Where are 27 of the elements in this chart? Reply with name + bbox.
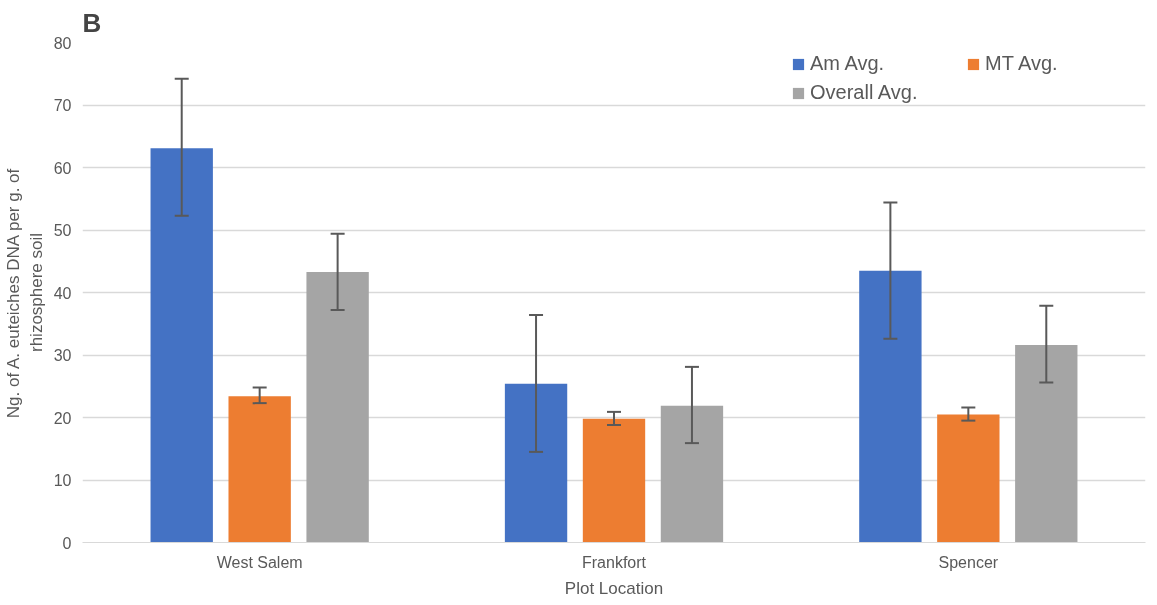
legend-label: MT Avg. bbox=[985, 52, 1059, 75]
bar bbox=[937, 414, 1000, 543]
y-tick-label: 60 bbox=[53, 159, 72, 177]
y-tick-label: 20 bbox=[53, 409, 72, 427]
x-axis-title: Plot Location bbox=[564, 578, 664, 598]
y-tick-label: 0 bbox=[62, 534, 72, 552]
bar bbox=[1015, 345, 1078, 543]
bar bbox=[504, 383, 568, 543]
x-tick-label: Frankfort bbox=[581, 553, 647, 571]
x-tick-label: Spencer bbox=[938, 553, 999, 571]
y-tick-label: 10 bbox=[53, 472, 72, 489]
y-tick-label: 50 bbox=[53, 222, 72, 239]
y-tick-label: 80 bbox=[53, 34, 72, 52]
bar bbox=[660, 405, 724, 543]
x-tick-label: West Salem bbox=[216, 553, 303, 571]
bar bbox=[859, 270, 922, 543]
legend-label: Am Avg. bbox=[810, 52, 886, 75]
y-tick-label: 70 bbox=[53, 97, 72, 114]
y-axis-title: Ng. of A. euteiches DNA per g. of rhizosphere soil bbox=[3, 168, 46, 419]
bar bbox=[228, 396, 291, 543]
y-tick-label: 40 bbox=[53, 284, 72, 302]
bar bbox=[306, 271, 369, 543]
bar bbox=[582, 418, 646, 543]
y-tick-label: 30 bbox=[53, 347, 72, 364]
chart-title: B bbox=[82, 7, 102, 38]
legend-label: Overall Avg. bbox=[810, 81, 919, 104]
bar bbox=[150, 148, 213, 543]
